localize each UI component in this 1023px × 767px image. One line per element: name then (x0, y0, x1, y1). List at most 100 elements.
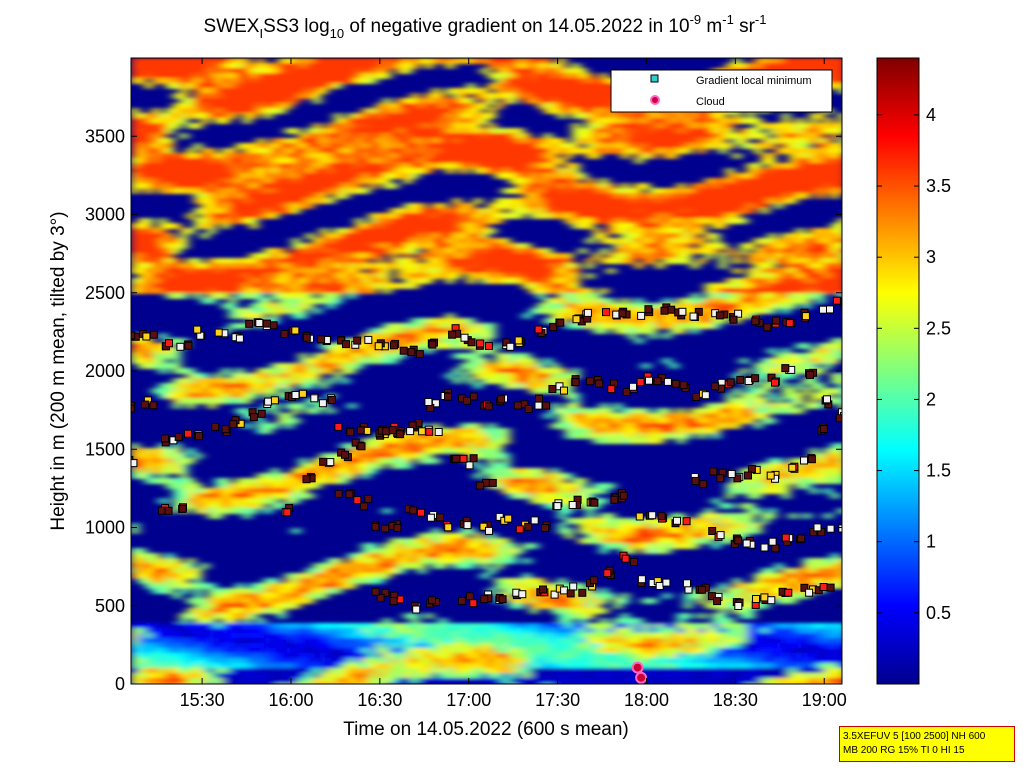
gradient-minimum-marker (568, 501, 577, 509)
gradient-minimum-marker (417, 508, 425, 517)
gradient-minimum-marker (353, 496, 362, 505)
x-axis-label: Time on 14.05.2022 (600 s mean) (343, 719, 629, 740)
gradient-minimum-marker (846, 405, 853, 412)
gradient-minimum-marker (784, 588, 793, 597)
gradient-minimum-marker (184, 429, 192, 438)
gradient-minimum-marker (409, 506, 418, 515)
gradient-minimum-marker (734, 602, 743, 610)
gradient-minimum-marker (396, 430, 405, 439)
gradient-minimum-marker (214, 328, 223, 337)
colorbar-tick-label: 3 (926, 247, 936, 267)
gradient-minimum-marker (334, 489, 343, 498)
gradient-minimum-marker (678, 307, 687, 316)
gradient-minimum-marker (428, 596, 436, 605)
gradient-minimum-marker (469, 454, 478, 463)
x-tick-label: 17:30 (535, 690, 580, 710)
gradient-minimum-marker (832, 296, 841, 305)
gradient-minimum-marker (415, 350, 424, 359)
gradient-minimum-marker (283, 508, 292, 517)
gradient-minimum-marker (476, 481, 485, 490)
settings-info-box: 3.5XEFUV 5 [100 2500] NH 600 MB 200 RG 1… (839, 726, 1015, 762)
info-line-1: 3.5XEFUV 5 [100 2500] NH 600 (843, 731, 986, 742)
gradient-minimum-marker (645, 376, 653, 385)
gradient-minimum-marker (255, 319, 264, 327)
gradient-minimum-marker (566, 589, 575, 598)
gradient-minimum-marker (603, 569, 612, 578)
y-tick-label: 500 (95, 596, 125, 616)
gradient-minimum-marker (506, 342, 515, 351)
gradient-minimum-marker (813, 523, 822, 532)
gradient-minimum-marker (389, 597, 398, 606)
gradient-minimum-marker (530, 516, 539, 525)
gradient-minimum-marker (376, 593, 385, 602)
gradient-minimum-marker (436, 513, 444, 522)
gradient-minimum-marker (679, 381, 688, 390)
gradient-minimum-marker (727, 470, 736, 478)
gradient-minimum-marker (751, 317, 760, 326)
gradient-minimum-marker (381, 524, 390, 533)
gradient-minimum-marker (131, 459, 138, 468)
gradient-minimum-marker (572, 315, 581, 324)
legend-box (610, 69, 833, 113)
gradient-minimum-marker (823, 395, 831, 404)
gradient-minimum-marker (630, 558, 638, 566)
gradient-minimum-marker (701, 391, 710, 400)
gradient-minimum-marker (399, 346, 408, 355)
gradient-minimum-marker (709, 467, 718, 476)
gradient-minimum-marker (327, 396, 336, 404)
gradient-minimum-marker (618, 309, 627, 318)
gradient-minimum-marker (291, 391, 300, 399)
gradient-minimum-marker (534, 325, 543, 334)
gradient-minimum-marker (264, 397, 273, 406)
gradient-minimum-marker (711, 382, 720, 391)
y-tick-label: 1500 (85, 439, 125, 459)
gradient-minimum-marker (805, 588, 814, 597)
gradient-minimum-marker (390, 341, 398, 350)
gradient-minimum-marker (648, 511, 657, 520)
gradient-minimum-marker (726, 378, 735, 387)
gradient-minimum-layer (131, 412, 842, 534)
gradient-minimum-marker (326, 458, 335, 467)
gradient-minimum-marker (716, 531, 725, 540)
gradient-minimum-marker (682, 517, 691, 526)
gradient-minimum-marker (541, 524, 550, 533)
gradient-minimum-marker (751, 374, 760, 383)
gradient-minimum-marker (586, 377, 594, 386)
legend-gradient-marker (650, 74, 659, 83)
gradient-minimum-marker (467, 338, 476, 347)
gradient-minimum-marker (341, 450, 349, 459)
gradient-minimum-marker (841, 405, 842, 413)
gradient-minimum-marker (771, 378, 779, 387)
gradient-minimum-marker (463, 521, 472, 530)
gradient-minimum-marker (610, 495, 619, 504)
gradient-minimum-marker (800, 583, 809, 592)
x-tick-label: 17:00 (446, 690, 491, 710)
gradient-minimum-marker (590, 498, 599, 507)
gradient-minimum-marker (407, 348, 416, 357)
gradient-minimum-marker (195, 432, 203, 440)
x-tick-label: 18:00 (624, 690, 669, 710)
gradient-minimum-marker (733, 474, 742, 483)
y-axis-label: Height in m (200 m mean, tilted by 3°) (48, 211, 69, 530)
plot-area (130, 57, 853, 685)
x-tick-label: 18:30 (713, 690, 758, 710)
gradient-minimum-marker (463, 396, 471, 405)
gradient-minimum-marker (662, 578, 671, 587)
gradient-minimum-marker (131, 404, 135, 413)
gradient-minimum-marker (364, 494, 373, 503)
gradient-minimum-marker (353, 336, 362, 345)
gradient-minimum-marker (560, 586, 569, 595)
gradient-minimum-marker (667, 305, 676, 314)
gradient-minimum-marker (744, 471, 752, 480)
gradient-minimum-marker (697, 585, 706, 594)
gradient-minimum-marker (713, 597, 722, 606)
gradient-minimum-marker (382, 427, 391, 436)
y-tick-label: 2500 (85, 283, 125, 303)
gradient-minimum-marker (149, 330, 158, 339)
gradient-minimum-marker (760, 593, 769, 602)
gradient-minimum-marker (497, 395, 506, 404)
gradient-minimum-marker (637, 311, 646, 320)
y-tick-label: 3500 (85, 126, 125, 146)
gradient-minimum-marker (371, 587, 380, 596)
gradient-minimum-marker (280, 330, 289, 338)
